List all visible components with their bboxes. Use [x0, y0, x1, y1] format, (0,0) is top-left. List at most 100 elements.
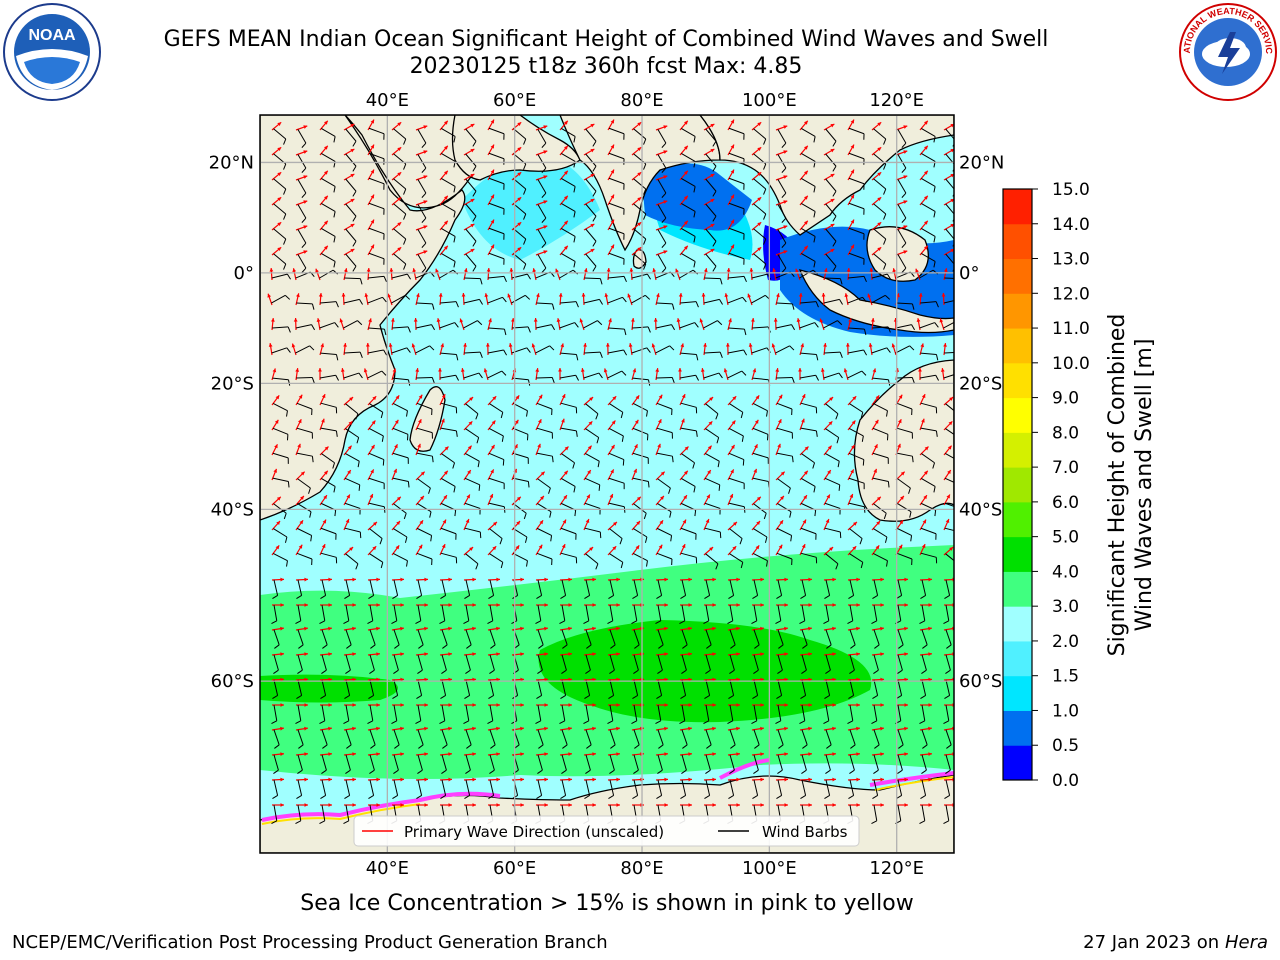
wind-barb-621 — [561, 654, 567, 674]
wind-barb-408 — [321, 478, 336, 493]
wave-arrow-327 — [463, 396, 474, 406]
wind-barb-248 — [655, 324, 676, 331]
wind-barb-687 — [751, 704, 758, 725]
wind-barb-77 — [728, 177, 745, 190]
wind-barb-228 — [871, 294, 891, 304]
footer-host: Hera — [1224, 932, 1268, 953]
wave-arrow-707 — [535, 726, 548, 731]
wind-barb-338 — [729, 403, 744, 419]
wind-barb-263 — [320, 352, 339, 361]
wind-barb-384 — [441, 453, 455, 469]
wind-barb-684 — [679, 704, 686, 725]
wind-barb-566 — [631, 604, 638, 625]
wind-barb-391 — [608, 452, 625, 466]
wind-barb-729 — [369, 754, 375, 774]
wind-barb-0 — [273, 128, 287, 145]
wind-barb-47 — [705, 153, 717, 172]
wind-barb-766 — [560, 779, 567, 800]
wind-barb-179 — [391, 273, 411, 280]
wind-barb-685 — [703, 704, 710, 725]
wind-barb-285 — [847, 349, 868, 356]
wind-barb-431 — [872, 477, 890, 488]
wind-barb-376 — [945, 428, 954, 435]
wind-barb-94 — [441, 203, 456, 218]
wind-barb-107 — [753, 203, 767, 220]
wind-barb-357 — [488, 427, 504, 442]
wind-barb-297 — [439, 374, 460, 381]
wind-barb-665 — [920, 679, 927, 700]
footer-credit: NCEP/EMC/Verification Post Processing Pr… — [12, 932, 608, 953]
wind-barb-538 — [656, 579, 663, 600]
wind-barb-4 — [368, 127, 385, 140]
wind-barb-704 — [465, 729, 472, 749]
wind-barb-527 — [392, 579, 399, 600]
wind-barb-657 — [728, 679, 735, 700]
wind-barb-756 — [320, 779, 327, 800]
wind-barb-576 — [871, 604, 878, 625]
wind-barb-536 — [608, 579, 615, 600]
wind-barb-738 — [585, 754, 591, 774]
wind-barb-741 — [657, 754, 663, 774]
wind-barb-630 — [777, 654, 783, 674]
wind-barb-418 — [561, 478, 576, 493]
wind-barb-108 — [777, 204, 787, 223]
wind-barb-360 — [560, 427, 578, 437]
sea-ice-edge — [261, 758, 954, 822]
wind-barb-101 — [608, 202, 625, 215]
wind-barb-91 — [368, 202, 385, 215]
wind-barb-672 — [391, 704, 398, 725]
wind-barb-302 — [559, 374, 580, 381]
wind-barb-313 — [823, 372, 843, 379]
axis-ticks: 40°E 40°E 60°E 60°E 80°E 80°E 100°E 100°E 120°E 1… — [209, 90, 1005, 879]
wind-barb-165 — [753, 253, 767, 270]
wind-barb-627 — [705, 654, 711, 674]
wind-barb-749 — [849, 754, 855, 774]
wave-arrow-718 — [799, 726, 812, 731]
wind-barb-339 — [752, 402, 768, 417]
wind-barb-616 — [441, 654, 447, 674]
wind-barb-633 — [849, 654, 855, 674]
wind-barb-507 — [609, 553, 624, 569]
graticule — [260, 115, 954, 853]
wind-barb-702 — [417, 729, 424, 749]
wind-barb-514 — [776, 552, 793, 566]
colorbar-segment-0 — [1003, 745, 1032, 781]
wind-barb-493 — [272, 552, 288, 567]
wave-arrow-361 — [583, 420, 593, 431]
wave-arrow-485 — [775, 519, 784, 531]
wind-barb-374 — [896, 427, 913, 439]
wind-barb-450 — [633, 503, 647, 520]
wind-barb-112 — [873, 203, 887, 220]
footer-date: 27 Jan 2023 on Hera — [1083, 932, 1268, 953]
wind-barb-78 — [753, 178, 767, 195]
wind-barb-516 — [825, 553, 839, 570]
wave-arrow-460 — [871, 496, 882, 506]
wind-barb-280 — [727, 349, 748, 356]
wind-barb-497 — [369, 553, 384, 569]
wind-barb-254 — [799, 322, 819, 329]
wind-barb-80 — [801, 178, 816, 193]
wind-barb-396 — [728, 452, 745, 466]
wave-arrow-710 — [607, 726, 620, 731]
wind-barb-88 — [297, 204, 307, 223]
wind-barb-155 — [513, 253, 527, 270]
wind-barb-152 — [441, 253, 456, 268]
wind-barb-522 — [272, 579, 279, 600]
wind-barb-651 — [584, 679, 591, 700]
wind-barb-690 — [823, 704, 830, 725]
wind-barb-670 — [343, 704, 350, 725]
wind-barb-739 — [609, 754, 615, 774]
colorbar-segment-5 — [1003, 571, 1032, 607]
wind-barb-308 — [703, 372, 723, 379]
wind-barb-541 — [728, 579, 735, 600]
wind-barb-545 — [824, 579, 831, 600]
colorbar-tick-label-0: 0.0 — [1052, 771, 1079, 791]
wind-barb-253 — [775, 324, 796, 331]
wind-barb-261 — [271, 347, 291, 354]
wind-barb-232 — [272, 326, 291, 333]
wind-barb-589 — [489, 629, 496, 649]
wind-barb-26 — [897, 129, 907, 148]
wind-barb-27 — [921, 128, 936, 143]
wind-barb-728 — [345, 754, 351, 774]
wind-barb-137 — [777, 229, 787, 248]
